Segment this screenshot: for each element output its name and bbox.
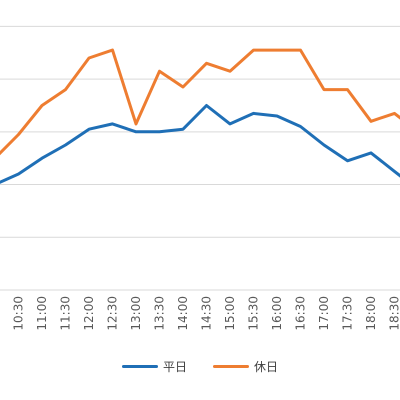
x-tick-label: 17:00 (317, 296, 331, 331)
x-tick-label: 15:30 (247, 296, 261, 331)
x-tick-label: 10:30 (12, 296, 26, 331)
legend-swatch-weekday (121, 365, 158, 368)
legend-label-weekday: 平日 (162, 360, 187, 374)
x-tick-label: 15:00 (223, 296, 237, 331)
x-tick-label: 12:00 (82, 296, 96, 331)
legend-item-holiday: 休日 (213, 358, 278, 375)
series-lines (0, 48, 400, 184)
series-line-holiday (0, 48, 400, 156)
legend-label-holiday: 休日 (254, 360, 279, 374)
x-tick-labels: 10:30 11:00 11:30 12:00 12:30 13:00 13:30 14:00… (12, 296, 400, 331)
x-tick-label: 13:30 (153, 296, 167, 331)
legend: 平日 休日 (0, 358, 400, 375)
x-tick-label: 14:00 (176, 296, 190, 331)
x-tick-label: 17:30 (341, 296, 355, 331)
x-tick-label: 16:30 (294, 296, 308, 331)
x-tick-label: 11:30 (59, 296, 73, 331)
legend-item-weekday: 平日 (121, 358, 187, 375)
gridlines (0, 25, 400, 238)
x-tick-label: 14:30 (200, 296, 214, 331)
series-line-weekday (0, 104, 400, 184)
legend-swatch-holiday (213, 365, 249, 368)
x-tick-label: 18:30 (388, 296, 400, 331)
x-tick-label: 11:00 (35, 296, 49, 331)
x-tick-label: 12:30 (106, 296, 120, 331)
x-tick-label: 13:00 (129, 296, 143, 331)
x-tick-label: 16:00 (270, 296, 284, 331)
x-tick-label: 18:00 (364, 296, 378, 331)
